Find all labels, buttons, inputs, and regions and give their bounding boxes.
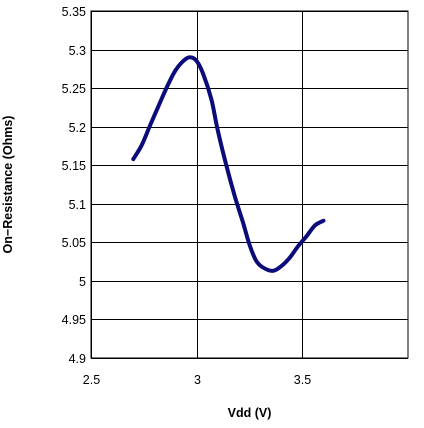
grid bbox=[91, 11, 408, 359]
x-tick-label: 2.5 bbox=[83, 373, 100, 387]
y-tick-label: 5.1 bbox=[69, 198, 86, 212]
y-tick-label: 5.25 bbox=[62, 82, 86, 96]
y-tick-label: 4.95 bbox=[62, 313, 86, 327]
x-tick-label: 3 bbox=[194, 373, 201, 387]
plot-area-frame bbox=[90, 10, 409, 359]
y-tick-label: 5.35 bbox=[62, 5, 86, 19]
y-tick-label: 4.9 bbox=[69, 352, 86, 366]
y-tick-label: 5 bbox=[79, 275, 86, 289]
x-axis-title: Vdd (V) bbox=[228, 406, 272, 420]
series-layer bbox=[131, 55, 326, 273]
tick-labels: 4.9 4.95 5 5.05 5.1 5.15 5.2 5.25 5.3 5.35 2.5 3 3.5 bbox=[62, 5, 312, 387]
y-axis-title: On−Resistance (Ohms) bbox=[1, 116, 15, 254]
y-tick-label: 5.3 bbox=[69, 44, 86, 58]
x-tick-label: 3.5 bbox=[294, 373, 311, 387]
y-tick-label: 5.05 bbox=[62, 236, 86, 250]
y-tick-label: 5.15 bbox=[62, 159, 86, 173]
y-tick-label: 5.2 bbox=[69, 121, 86, 135]
series-line bbox=[131, 55, 326, 273]
